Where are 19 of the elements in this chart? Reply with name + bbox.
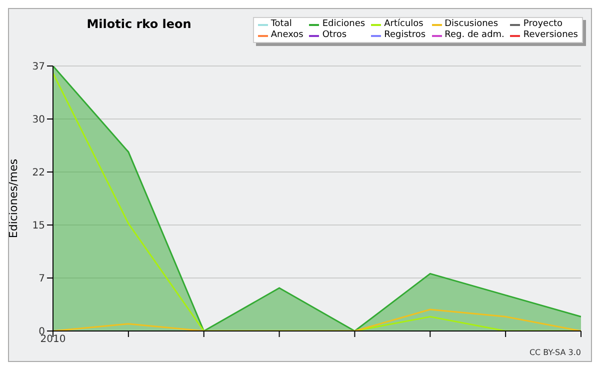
legend-label: Proyecto bbox=[523, 19, 563, 30]
y-tick-label: 15 bbox=[32, 220, 45, 232]
y-tick-label: 30 bbox=[32, 114, 45, 126]
legend-label: Total bbox=[270, 19, 292, 30]
legend-label: Reversiones bbox=[523, 30, 578, 41]
y-tick-label: 37 bbox=[32, 62, 45, 73]
y-tick-label: 22 bbox=[32, 168, 45, 179]
legend-label: Registros bbox=[384, 30, 426, 41]
legend-label: Discusiones bbox=[444, 19, 498, 30]
chart-title: Milotic rko leon bbox=[86, 17, 192, 31]
x-tick-label: 2010 bbox=[40, 334, 66, 346]
legend-label: Artículos bbox=[384, 19, 424, 30]
legend-label: Ediciones bbox=[322, 19, 366, 30]
y-tick-label: 7 bbox=[38, 274, 45, 285]
y-axis-title: Ediciones/mes bbox=[6, 158, 20, 238]
legend-label: Reg. de adm. bbox=[444, 30, 504, 41]
text: CC BY-SA 3.0 bbox=[529, 348, 581, 357]
legend-label: Otros bbox=[322, 30, 347, 41]
legend-label: Anexos bbox=[270, 30, 304, 41]
